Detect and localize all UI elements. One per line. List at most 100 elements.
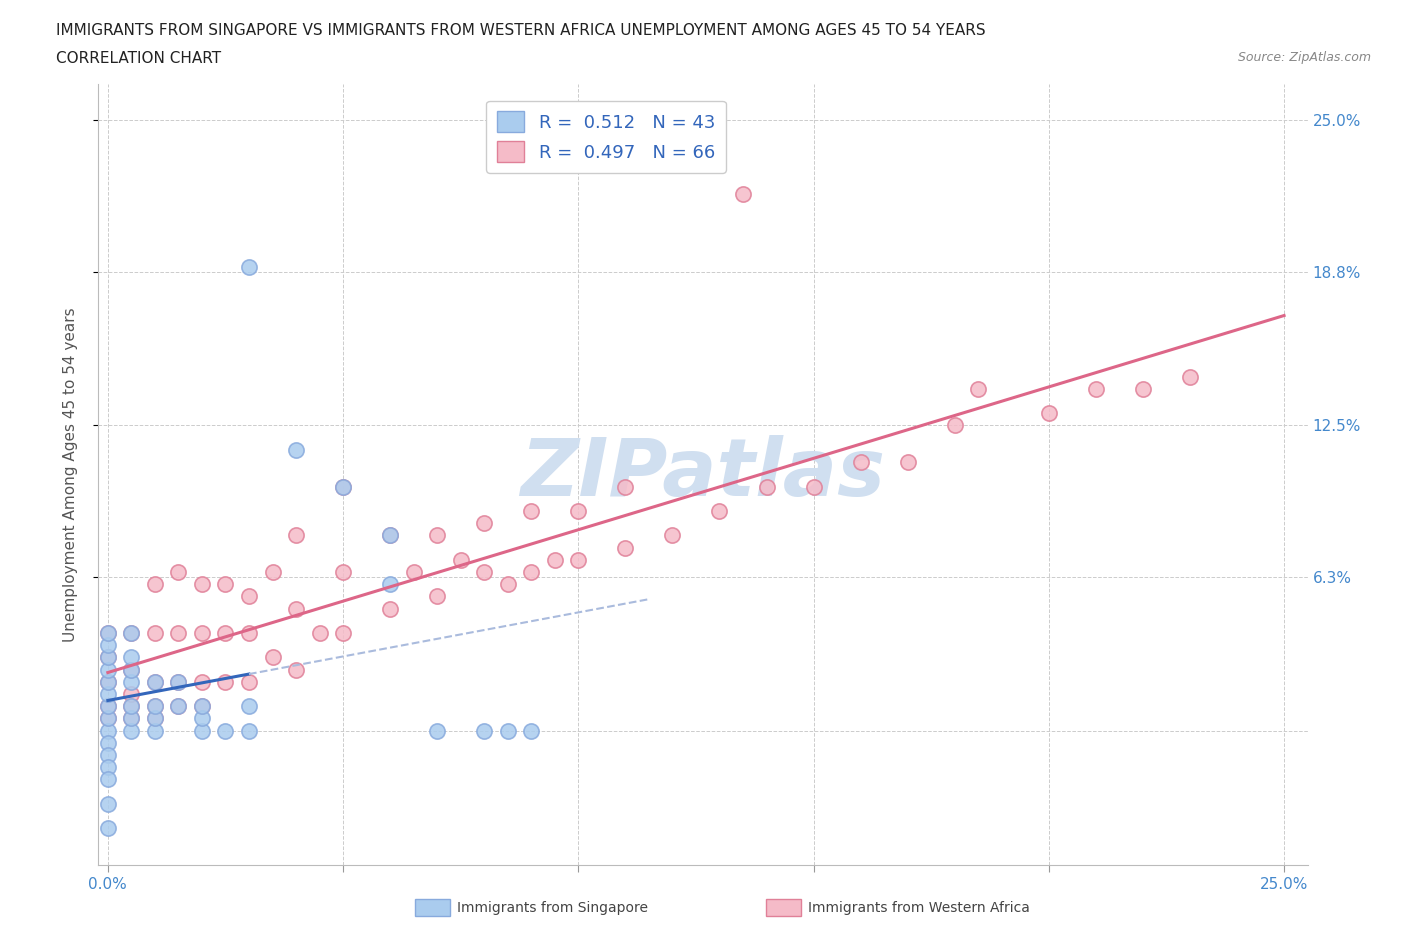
Point xyxy=(97,674,120,689)
Point xyxy=(191,711,214,725)
Point xyxy=(97,638,120,653)
Point xyxy=(97,662,120,677)
Point xyxy=(803,479,825,494)
Text: Immigrants from Western Africa: Immigrants from Western Africa xyxy=(808,900,1031,915)
Point xyxy=(238,259,260,274)
Point xyxy=(97,626,120,641)
Point xyxy=(120,711,142,725)
Point xyxy=(238,698,260,713)
Point xyxy=(143,626,166,641)
Point xyxy=(143,674,166,689)
Point xyxy=(520,565,543,579)
Point xyxy=(332,565,354,579)
Point xyxy=(1038,405,1060,420)
Point xyxy=(332,479,354,494)
Point xyxy=(97,821,120,836)
Text: CORRELATION CHART: CORRELATION CHART xyxy=(56,51,221,66)
Point xyxy=(661,528,683,543)
Point xyxy=(97,650,120,665)
Point xyxy=(143,698,166,713)
Point xyxy=(167,674,190,689)
Point xyxy=(191,577,214,591)
Point xyxy=(378,601,401,616)
Point xyxy=(614,479,637,494)
Point xyxy=(378,577,401,591)
Point xyxy=(97,626,120,641)
Point xyxy=(97,686,120,701)
Point xyxy=(143,724,166,738)
Y-axis label: Unemployment Among Ages 45 to 54 years: Unemployment Among Ages 45 to 54 years xyxy=(63,307,77,642)
Point xyxy=(285,601,308,616)
Point xyxy=(472,515,495,530)
Point xyxy=(191,698,214,713)
Point xyxy=(120,686,142,701)
Point xyxy=(567,552,589,567)
Point xyxy=(378,528,401,543)
Point xyxy=(1084,381,1107,396)
Point xyxy=(143,674,166,689)
Point xyxy=(402,565,425,579)
Point xyxy=(709,503,731,518)
Point xyxy=(167,698,190,713)
Point xyxy=(97,736,120,751)
Point xyxy=(120,650,142,665)
Point xyxy=(143,711,166,725)
Point xyxy=(214,626,236,641)
Point xyxy=(426,724,449,738)
Point xyxy=(97,698,120,713)
Point xyxy=(238,674,260,689)
Point xyxy=(332,626,354,641)
Point xyxy=(285,443,308,458)
Point xyxy=(167,674,190,689)
Point xyxy=(97,674,120,689)
Point xyxy=(120,698,142,713)
Point xyxy=(120,662,142,677)
Point xyxy=(755,479,778,494)
Point xyxy=(97,796,120,811)
Point xyxy=(143,711,166,725)
Point xyxy=(97,772,120,787)
Point xyxy=(332,479,354,494)
Point xyxy=(191,724,214,738)
Point xyxy=(426,528,449,543)
Legend: R =  0.512   N = 43, R =  0.497   N = 66: R = 0.512 N = 43, R = 0.497 N = 66 xyxy=(486,100,725,173)
Point xyxy=(167,626,190,641)
Point xyxy=(167,698,190,713)
Point xyxy=(544,552,567,567)
Point xyxy=(97,711,120,725)
Point xyxy=(97,650,120,665)
Point xyxy=(97,724,120,738)
Point xyxy=(214,577,236,591)
Point xyxy=(378,528,401,543)
Point xyxy=(238,626,260,641)
Point xyxy=(472,724,495,738)
Text: Immigrants from Singapore: Immigrants from Singapore xyxy=(457,900,648,915)
Point xyxy=(496,577,519,591)
Point xyxy=(1132,381,1154,396)
Point xyxy=(238,724,260,738)
Point xyxy=(97,760,120,775)
Point xyxy=(614,540,637,555)
Text: IMMIGRANTS FROM SINGAPORE VS IMMIGRANTS FROM WESTERN AFRICA UNEMPLOYMENT AMONG A: IMMIGRANTS FROM SINGAPORE VS IMMIGRANTS … xyxy=(56,23,986,38)
Point xyxy=(472,565,495,579)
Point xyxy=(120,626,142,641)
Point xyxy=(143,698,166,713)
Point xyxy=(191,626,214,641)
Point xyxy=(308,626,330,641)
Point xyxy=(285,662,308,677)
Point xyxy=(426,589,449,604)
Point xyxy=(238,589,260,604)
Point xyxy=(520,503,543,518)
Point xyxy=(285,528,308,543)
Point xyxy=(167,565,190,579)
Point xyxy=(943,418,966,433)
Point xyxy=(97,711,120,725)
Point xyxy=(120,698,142,713)
Point xyxy=(520,724,543,738)
Point xyxy=(262,650,284,665)
Point xyxy=(897,455,920,470)
Point xyxy=(1178,369,1201,384)
Point xyxy=(262,565,284,579)
Point xyxy=(567,503,589,518)
Point xyxy=(731,186,754,201)
